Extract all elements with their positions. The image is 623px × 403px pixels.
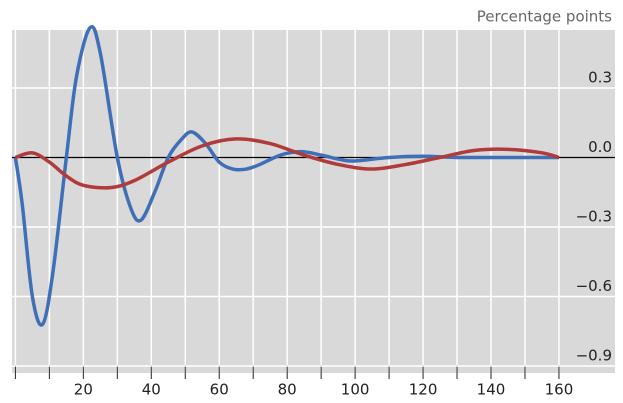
x-tick-label: 100 <box>341 381 370 399</box>
x-tick-label: 60 <box>210 381 229 399</box>
plot-background <box>12 30 615 373</box>
series-line <box>13 25 559 327</box>
series-line <box>14 137 560 190</box>
unit-label: Percentage points <box>477 8 612 26</box>
x-tick-label: 40 <box>142 381 161 399</box>
x-tick-label: 140 <box>477 381 506 399</box>
y-tick-label: 0.0 <box>588 138 612 156</box>
x-tick-label: 20 <box>74 381 93 399</box>
x-tick-label: 80 <box>278 381 297 399</box>
x-tick-label: 160 <box>545 381 574 399</box>
y-tick-label: 0.3 <box>588 68 612 86</box>
y-tick-label: −0.9 <box>576 347 612 365</box>
y-tick-label: −0.6 <box>576 277 612 295</box>
y-tick-label: −0.3 <box>576 207 612 225</box>
x-tick-label: 120 <box>409 381 438 399</box>
